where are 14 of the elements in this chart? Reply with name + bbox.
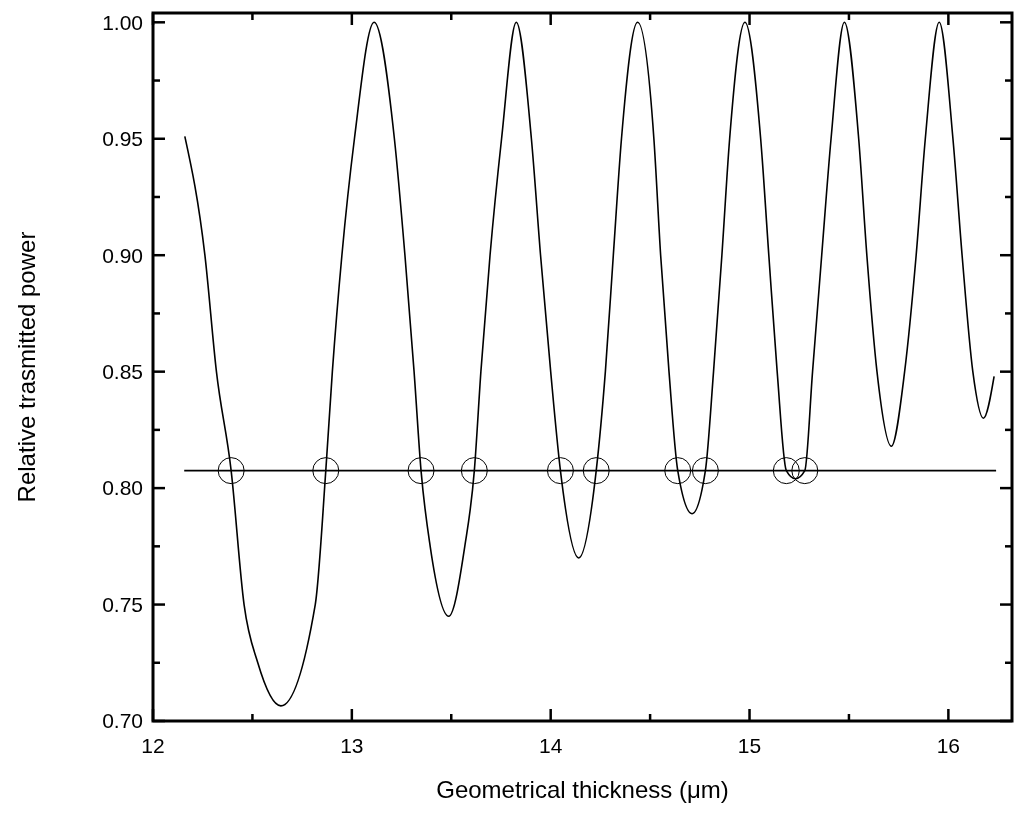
y-tick-label: 0.95	[102, 127, 143, 151]
y-tick-label: 0.85	[102, 360, 143, 384]
y-tick-label: 0.75	[102, 592, 143, 616]
y-tick-label: 1.00	[102, 10, 143, 34]
x-axis-title: Geometrical thickness (μm)	[436, 776, 729, 803]
y-tick-label: 0.80	[102, 476, 143, 500]
y-tick-label: 0.70	[102, 709, 143, 733]
x-tick-label: 16	[936, 734, 961, 757]
y-tick-label: 0.90	[102, 243, 143, 267]
x-tick-label: 12	[141, 734, 165, 757]
x-tick-label: 13	[340, 734, 364, 757]
x-tick-label: 15	[737, 734, 762, 757]
x-tick-label: 14	[539, 734, 563, 757]
y-axis-title: Relative trasmitted power	[13, 231, 40, 503]
